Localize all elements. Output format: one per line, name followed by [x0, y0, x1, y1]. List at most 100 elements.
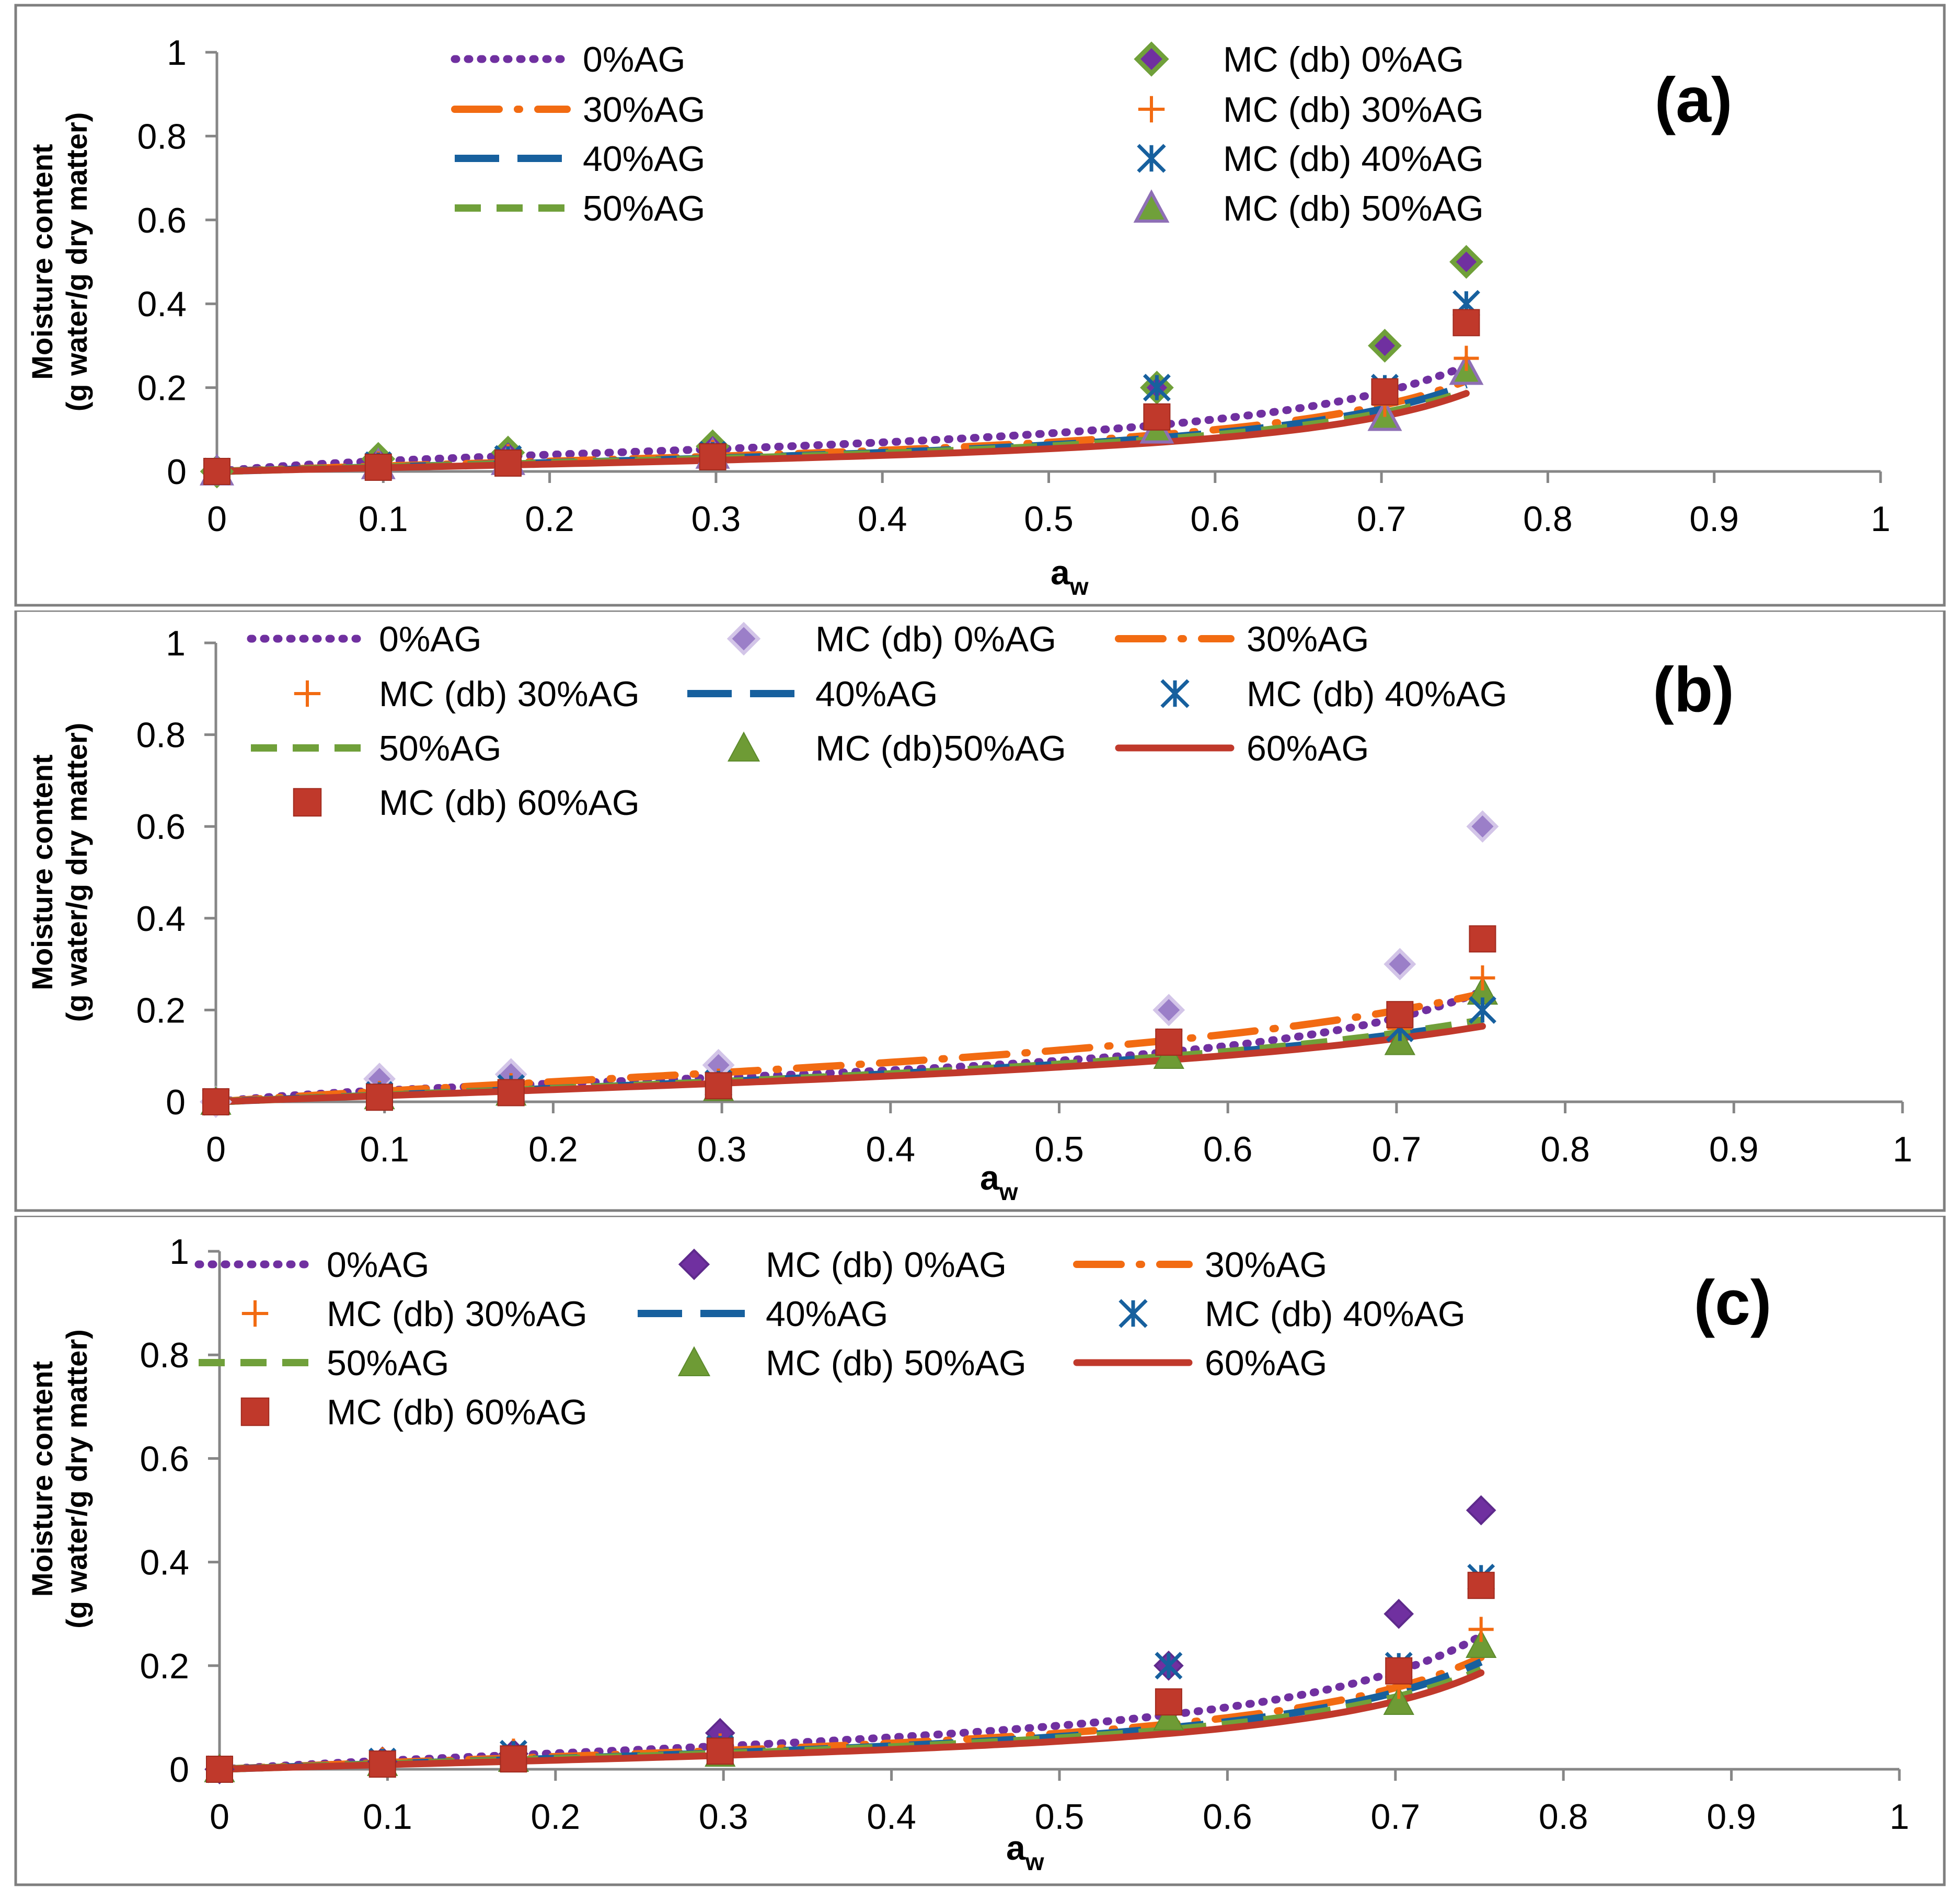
chart-c-data-point-mc-db-50-ag [1466, 1629, 1497, 1658]
chart-b-y-tick-label: 0.6 [136, 807, 186, 847]
chart-b-axes: 0 0.1 0.2 0.3 0.4 0.5 0.6 0.7 0.8 0.9 1 0 0.2 0.4 0.6 0… [136, 624, 1912, 1169]
chart-b-data-point-mc-db-60-ag [1469, 925, 1496, 953]
chart-c-legend-label-50-ag: 50%AG [327, 1343, 449, 1383]
chart-b-y-axis-title-line1: Moisture content [26, 754, 59, 990]
chart-c-legend-swatch-mc-db-40-ag [1119, 1299, 1148, 1328]
chart-b-y-tick-label: 0.8 [136, 716, 186, 755]
chart-b-series-line-30-ag [212, 989, 1486, 1105]
chart-c-x-tick-label: 0.8 [1539, 1797, 1588, 1837]
chart-c-data-point-mc-db-60-ag [1385, 1657, 1413, 1685]
chart-a-legend-label-40-ag: 40%AG [583, 139, 705, 179]
chart-b-legend-label-40-ag: 40%AG [815, 674, 938, 714]
chart-a-y-tick-label: 0.8 [137, 117, 187, 156]
chart-c-x-tick-label: 0.9 [1707, 1797, 1756, 1837]
chart-c-y-axis-title-line1: Moisture content [26, 1361, 59, 1597]
chart-a-series-line-0-ag [213, 362, 1470, 476]
chart-b-legend-swatch-mc-db-50-ag [727, 731, 760, 762]
chart-a-data-point-mc-db-30-ag [1454, 345, 1479, 371]
chart-a-x-tick-label: 0.1 [359, 499, 408, 539]
chart-b-x-tick-label: 0.2 [528, 1130, 578, 1169]
chart-c-data-point-mc-db-60-ag [368, 1750, 396, 1778]
chart-b-data-point-mc-db-30-ag [1470, 965, 1495, 990]
chart-a-data-point-square [699, 443, 727, 470]
chart-b-x-tick-label: 0.1 [360, 1130, 409, 1169]
chart-b-legend-label-60-ag: 60%AG [1247, 729, 1369, 768]
chart-c-y-tick-label: 0.2 [140, 1646, 189, 1686]
chart-c-legend-swatch-mc-db-30-ag [241, 1300, 269, 1327]
chart-b-data-point-mc-db-60-ag [497, 1079, 525, 1107]
chart-c-data-point-mc-db-60-ag [206, 1756, 233, 1783]
chart-c-legend-label-mc-db-0-ag: MC (db) 0%AG [766, 1245, 1007, 1285]
chart-c-x-axis-title-subscript: w [1025, 1848, 1044, 1875]
chart-b-legend-swatch-mc-db-60-ag [293, 788, 322, 817]
chart-b-data-point-mc-db-0-ag [1383, 948, 1416, 981]
chart-b-x-tick-label: 0.7 [1372, 1130, 1422, 1169]
chart-b-y-axis-title: Moisture content (g water/g dry matter) [26, 723, 93, 1022]
chart-a-data-point-square [364, 453, 392, 481]
chart-a-series-line-solid [213, 390, 1470, 475]
chart-b-y-tick-label: 0.2 [136, 990, 186, 1030]
chart-a-legend-label-mc-db-0-ag: MC (db) 0%AG [1223, 40, 1464, 79]
chart-b-data-point-mc-db-0-ag [1466, 810, 1499, 843]
chart-b-legend-label-0-ag: 0%AG [379, 619, 482, 659]
chart-a-markers [199, 245, 1484, 489]
chart-b-y-tick-label: 0.4 [136, 899, 186, 939]
chart-c-x-tick-label: 0.4 [867, 1797, 916, 1837]
chart-a-data-point-square [494, 449, 522, 477]
chart-b-data-point-mc-db-60-ag [1386, 1001, 1414, 1029]
chart-a-x-tick-label: 0.3 [691, 499, 741, 539]
chart-c-y-tick-label: 0.4 [140, 1543, 189, 1583]
chart-a-data-point-square [1452, 309, 1480, 337]
chart-b-legend-label-mc-db-50-ag: MC (db)50%AG [815, 729, 1066, 768]
chart-c-legend-label-40-ag: 40%AG [766, 1294, 888, 1334]
chart-b-data-point-mc-db-60-ag [366, 1084, 394, 1111]
chart-c-legend-label-60-ag: 60%AG [1205, 1343, 1327, 1383]
chart-b-legend-label-mc-db-0-ag: MC (db) 0%AG [815, 619, 1056, 659]
chart-c-y-tick-label: 0.8 [140, 1335, 189, 1375]
chart-c-legend-label-0-ag: 0%AG [327, 1245, 430, 1285]
chart-a-data-point-mc-db-0-ag [1368, 329, 1402, 363]
chart-c-markers [204, 1495, 1497, 1784]
chart-b-x-tick-label: 0.6 [1203, 1130, 1253, 1169]
chart-a-x-tick-label: 0.2 [525, 499, 574, 539]
chart-a-x-tick-label: 1 [1871, 499, 1890, 539]
chart-b-legend-label-30-ag: 30%AG [1247, 619, 1369, 659]
chart-b-frame [14, 610, 1946, 1212]
chart-c-y-axis-title-line2: (g water/g dry matter) [60, 1329, 93, 1629]
chart-a-data-point-square [203, 458, 230, 485]
chart-c-data-point-mc-db-50-ag [1383, 1686, 1414, 1715]
chart-a-legend: 0%AG 30%AG 40%AG 50%AG MC (db) 0%AG MC (db) 3… [451, 40, 1484, 228]
chart-b-y-tick-label: 1 [166, 624, 186, 663]
chart-c-legend-label-mc-db-40-ag: MC (db) 40%AG [1205, 1294, 1466, 1334]
chart-b-legend-label-50-ag: 50%AG [379, 729, 501, 768]
chart-c-data-point-mc-db-60-ag [1467, 1572, 1495, 1599]
chart-a-x-tick-label: 0.5 [1024, 499, 1074, 539]
chart-b-legend-label-mc-db-30-ag: MC (db) 30%AG [379, 674, 640, 714]
chart-c-data-point-mc-db-60-ag [706, 1737, 734, 1765]
chart-c-x-tick-label: 1 [1889, 1797, 1909, 1837]
chart-a-data-point-square [1143, 403, 1171, 431]
chart-a-legend-label-mc-db-30-ag: MC (db) 30%AG [1223, 90, 1484, 130]
chart-b-curves [212, 987, 1486, 1106]
chart-c-legend-swatch-mc-db-0-ag [678, 1248, 710, 1281]
chart-a-x-tick-label: 0.6 [1191, 499, 1240, 539]
chart-c-x-tick-label: 0.5 [1035, 1797, 1085, 1837]
chart-c-series-line-60-ag [216, 1669, 1485, 1773]
chart-a-x-axis-title-subscript: w [1069, 573, 1089, 600]
chart-b-legend-label-mc-db-60-ag: MC (db) 60%AG [379, 783, 640, 823]
chart-c-data-point-mc-db-60-ag [500, 1745, 527, 1773]
chart-b-x-axis-title-subscript: w [999, 1178, 1018, 1205]
chart-c-y-tick-label: 0 [169, 1750, 189, 1790]
chart-c-y-tick-label: 0.6 [140, 1439, 189, 1479]
chart-c-y-tick-label: 1 [169, 1232, 189, 1272]
chart-c-data-point-mc-db-60-ag [1155, 1688, 1182, 1716]
chart-b-x-tick-label: 0.3 [697, 1130, 747, 1169]
chart-b-x-tick-label: 0.5 [1034, 1130, 1084, 1169]
chart-c-x-tick-label: 0 [210, 1797, 229, 1837]
chart-b-data-point-mc-db-0-ag [1152, 994, 1185, 1027]
chart-c-data-point-mc-db-50-ag [1153, 1701, 1184, 1731]
chart-c-x-tick-label: 0.6 [1203, 1797, 1252, 1837]
chart-a-legend-label-mc-db-40-ag: MC (db) 40%AG [1223, 139, 1484, 179]
chart-panel-b: 0 0.1 0.2 0.3 0.4 0.5 0.6 0.7 0.8 0.9 1 0 0.2 0.4 0.6 0… [0, 610, 1960, 1216]
chart-b-legend-swatch-mc-db-30-ag [294, 680, 321, 707]
